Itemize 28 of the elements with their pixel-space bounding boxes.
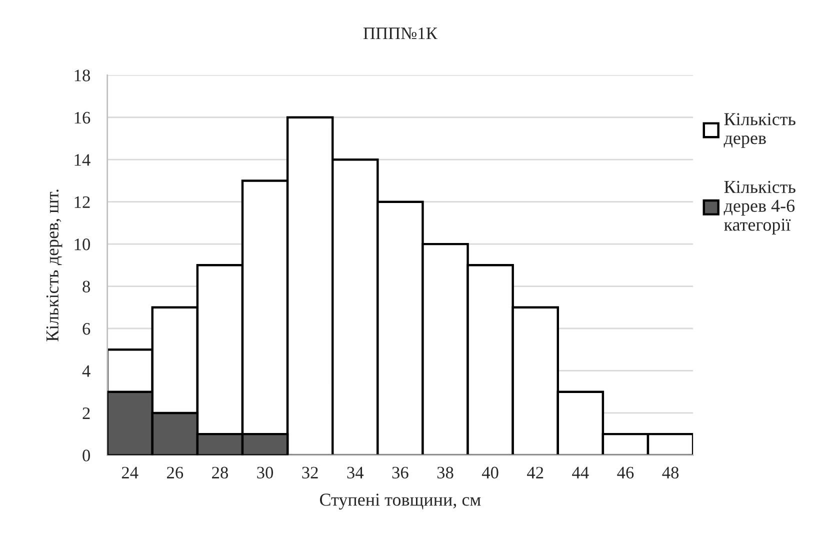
x-tick-label: 26 <box>166 466 184 479</box>
x-tick-label: 48 <box>662 466 679 479</box>
y-tick-label: 18 <box>74 70 90 82</box>
x-axis-title: Ступені товщини, см <box>320 494 481 510</box>
x-tick-label: 38 <box>437 466 454 479</box>
x-tick-label: 34 <box>347 466 364 479</box>
x-tick-label: 46 <box>617 466 634 479</box>
y-tick-label: 8 <box>82 280 90 292</box>
y-tick-label: 16 <box>74 112 90 124</box>
x-tick-label: 44 <box>572 466 589 478</box>
y-tick-label: 14 <box>74 154 90 166</box>
legend-label: Кількість дерев 4-6 категорії <box>724 180 796 234</box>
chart-title: ППП№1К <box>363 28 438 40</box>
x-tick-label: 36 <box>392 466 408 479</box>
x-tick-label: 40 <box>482 466 498 479</box>
x-tick-label: 32 <box>302 466 318 479</box>
x-tick-label: 24 <box>122 466 138 478</box>
y-tick-label: 0 <box>82 450 90 462</box>
x-tick-label: 42 <box>527 466 544 478</box>
x-tick-label: 28 <box>212 466 228 479</box>
y-tick-label: 2 <box>82 407 90 419</box>
y-tick-label: 12 <box>74 196 90 208</box>
y-tick-label: 6 <box>82 323 90 335</box>
y-axis-title: Кількість дерев, шт. <box>46 190 62 342</box>
y-tick-label: 4 <box>82 365 90 377</box>
y-tick-label: 10 <box>74 238 90 250</box>
x-tick-label: 30 <box>257 466 274 479</box>
legend-label: Кількість дерев <box>724 113 796 148</box>
